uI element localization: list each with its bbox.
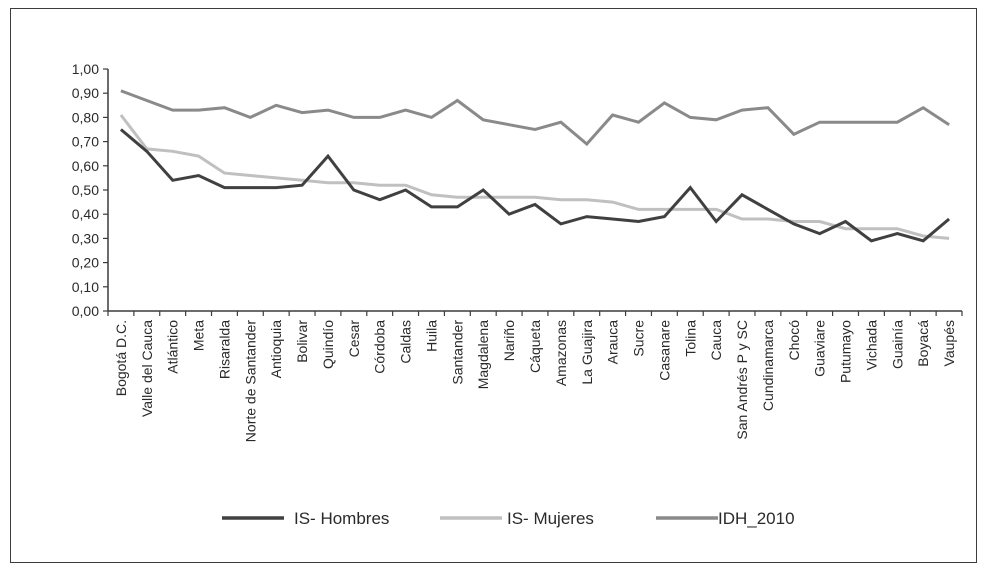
y-axis-ticks: 0,00 0,10 0,20 0,30 0,40 0,50 0,60 0,70 0,80 0,90…	[72, 61, 108, 319]
x-tick-label: Quindío	[320, 320, 336, 369]
legend-label-is-mujeres: IS- Mujeres	[507, 509, 594, 528]
y-tick-label: 0,70	[72, 134, 99, 150]
y-tick-label: 1,00	[72, 61, 99, 77]
y-tick-label: 0,40	[72, 206, 99, 222]
x-tick-label: Guaviare	[812, 320, 828, 377]
x-tick-label: Amazonas	[553, 320, 569, 386]
x-tick-label: Chocó	[786, 320, 802, 361]
x-tick-label: Casanare	[656, 320, 672, 381]
x-tick-label: Antioquia	[268, 320, 284, 379]
x-tick-label: Bogotá D.C.	[113, 320, 129, 396]
legend: IS- Hombres IS- Mujeres IDH_2010	[222, 509, 795, 528]
x-tick-label: Sucre	[631, 320, 647, 357]
x-tick-label: San Andrés P y SC	[734, 320, 750, 440]
series-line-is-hombres	[119, 128, 951, 243]
series-line-is-mujeres	[119, 114, 950, 240]
y-tick-label: 0,60	[72, 158, 99, 174]
y-tick-label: 0,20	[72, 255, 99, 271]
chart-frame	[10, 8, 977, 563]
x-tick-label: Vaupés	[941, 320, 957, 366]
x-tick-label: Boyacá	[915, 320, 931, 367]
x-tick-label: Huila	[423, 320, 439, 352]
x-tick-label: Bolivar	[294, 320, 310, 363]
x-tick-label: Nariño	[501, 320, 517, 361]
x-tick-label: Magdalena	[475, 320, 491, 389]
x-tick-label: Córdoba	[372, 320, 388, 374]
x-tick-label: Vichada	[863, 320, 879, 371]
x-tick-label: Caldas	[398, 320, 414, 364]
x-tick-label: Putumayo	[838, 320, 854, 383]
x-tick-label: Risaralda	[216, 320, 232, 379]
x-tick-label: Norte de Santander	[242, 320, 258, 443]
x-tick-label: Atlántico	[165, 320, 181, 374]
y-tick-label: 0,80	[72, 109, 99, 125]
x-tick-label: Guainía	[889, 320, 905, 369]
legend-label-is-hombres: IS- Hombres	[294, 509, 389, 528]
y-tick-label: 0,00	[72, 303, 99, 319]
x-tick-label: Valle del Cauca	[139, 320, 155, 417]
y-tick-label: 0,90	[72, 85, 99, 101]
x-tick-label: Meta	[191, 320, 207, 351]
y-tick-label: 0,50	[72, 182, 99, 198]
x-tick-label: Cundinamarca	[760, 320, 776, 411]
x-tick-label: Arauca	[605, 320, 621, 365]
legend-label-idh-2010: IDH_2010	[718, 509, 795, 528]
x-axis-ticks: Bogotá D.C. Valle del Cauca Atlántico Meta R…	[107, 311, 963, 443]
axes	[107, 69, 962, 312]
series-lines	[119, 89, 951, 243]
x-tick-label: Cesar	[346, 320, 362, 358]
x-tick-label: Cáqueta	[527, 320, 543, 373]
x-tick-label: Santander	[449, 320, 465, 385]
y-tick-label: 0,10	[72, 279, 99, 295]
y-tick-label: 0,30	[72, 230, 99, 246]
x-tick-label: La Guajira	[579, 320, 595, 385]
x-tick-label: Cauca	[708, 320, 724, 361]
series-line-idh-2010	[120, 89, 950, 147]
x-tick-label: Tolina	[682, 320, 698, 357]
